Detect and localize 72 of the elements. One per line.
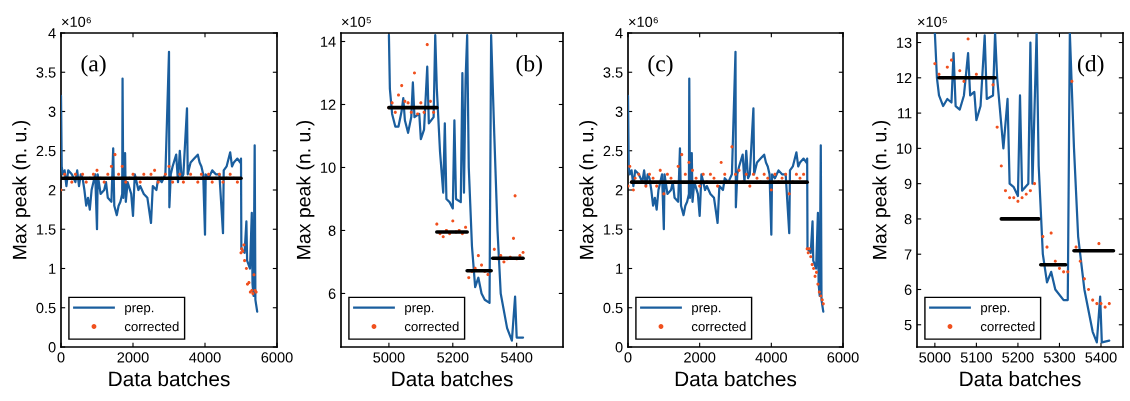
text: ×10⁵: [342, 16, 371, 27]
y-tick-label: 6: [904, 284, 912, 295]
x-tick-label: 2000: [117, 352, 149, 363]
y-tick-label: 3.5: [36, 67, 56, 78]
x-tick-label: 5400: [1085, 352, 1117, 363]
annotation: (b): [516, 54, 542, 77]
y-tick-label: 9: [904, 178, 912, 190]
x-tick-label: 2000: [684, 352, 716, 363]
legend-label: corrected: [980, 321, 1035, 332]
x-tick-label: 5400: [501, 352, 533, 363]
y-tick-label: 12: [897, 72, 912, 84]
y-tick-label: 3: [48, 106, 56, 117]
x-tick-label: 0: [57, 352, 65, 363]
y-tick-label: 2: [48, 185, 56, 196]
x-tick-label: 4000: [755, 352, 787, 363]
legend-label: prep.: [405, 305, 434, 315]
x-tick-label: 5000: [373, 352, 405, 363]
y-tick-label: 2.5: [36, 145, 56, 157]
y-tick-label: 1.5: [36, 224, 56, 235]
y-tick-label: 8: [328, 225, 336, 236]
x-tick-label: 5000: [919, 352, 951, 363]
x-axis-title: Data batches: [675, 371, 797, 387]
y-tick-label: 6: [328, 288, 336, 299]
legend-label: corrected: [691, 321, 746, 332]
legend-label: corrected: [124, 321, 179, 332]
x-tick-label: 6000: [827, 352, 859, 363]
y-tick-label: 0: [48, 342, 56, 353]
text: ×10⁵: [918, 16, 947, 27]
y-tick-label: 11: [898, 108, 912, 119]
y-tick-label: 8: [904, 214, 912, 225]
y-tick-label: 0: [615, 342, 623, 353]
x-axis-title: Data batches: [960, 371, 1081, 387]
y-tick-label: 10: [321, 162, 336, 173]
legend-label: prep.: [692, 305, 721, 315]
x-tick-label: 5300: [1043, 352, 1076, 363]
text: ×10⁶: [629, 16, 658, 27]
legend-label: prep.: [125, 305, 154, 315]
y-tick-label: 3.5: [603, 67, 623, 78]
x-axis-title: Data batches: [392, 371, 513, 387]
y-axis-title: Max peak (n. u.): [296, 120, 315, 259]
x-axis-title: Data batches: [109, 371, 230, 387]
y-tick-label: 1: [616, 263, 623, 274]
x-tick-label: 4000: [189, 352, 221, 363]
y-tick-label: 4: [48, 28, 56, 39]
y-axis-title: Max peak (n. u.): [872, 120, 891, 259]
y-tick-label: 7: [904, 249, 912, 260]
y-axis-title: Max peak (n. u.): [579, 120, 598, 259]
legend-label: prep.: [981, 305, 1010, 315]
x-tick-label: 6000: [261, 352, 293, 363]
x-tick-label: 0: [624, 352, 632, 363]
x-tick-label: 5100: [960, 352, 993, 363]
x-tick-label: 5200: [1002, 352, 1034, 363]
legend-label: corrected: [404, 321, 459, 332]
y-tick-label: 14: [321, 36, 336, 47]
annotation: (c): [648, 54, 673, 77]
y-tick-label: 0.5: [36, 302, 56, 314]
y-tick-label: 2: [615, 185, 623, 196]
y-tick-label: 4: [615, 28, 623, 39]
y-tick-label: 1: [49, 263, 56, 274]
y-tick-label: 1.5: [603, 224, 623, 235]
x-tick-label: 5200: [437, 352, 469, 363]
y-tick-label: 0.5: [603, 302, 623, 314]
y-tick-label: 3: [615, 106, 623, 117]
y-tick-label: 12: [321, 99, 336, 110]
y-tick-label: 13: [897, 37, 912, 48]
text: ×10⁶: [62, 16, 91, 27]
y-tick-label: 10: [897, 143, 912, 154]
annotation: (d): [1077, 54, 1104, 77]
annotation: (a): [81, 54, 106, 77]
y-tick-label: 5: [904, 320, 912, 331]
y-tick-label: 2.5: [603, 145, 623, 157]
y-axis-title: Max peak (n. u.): [12, 120, 31, 259]
